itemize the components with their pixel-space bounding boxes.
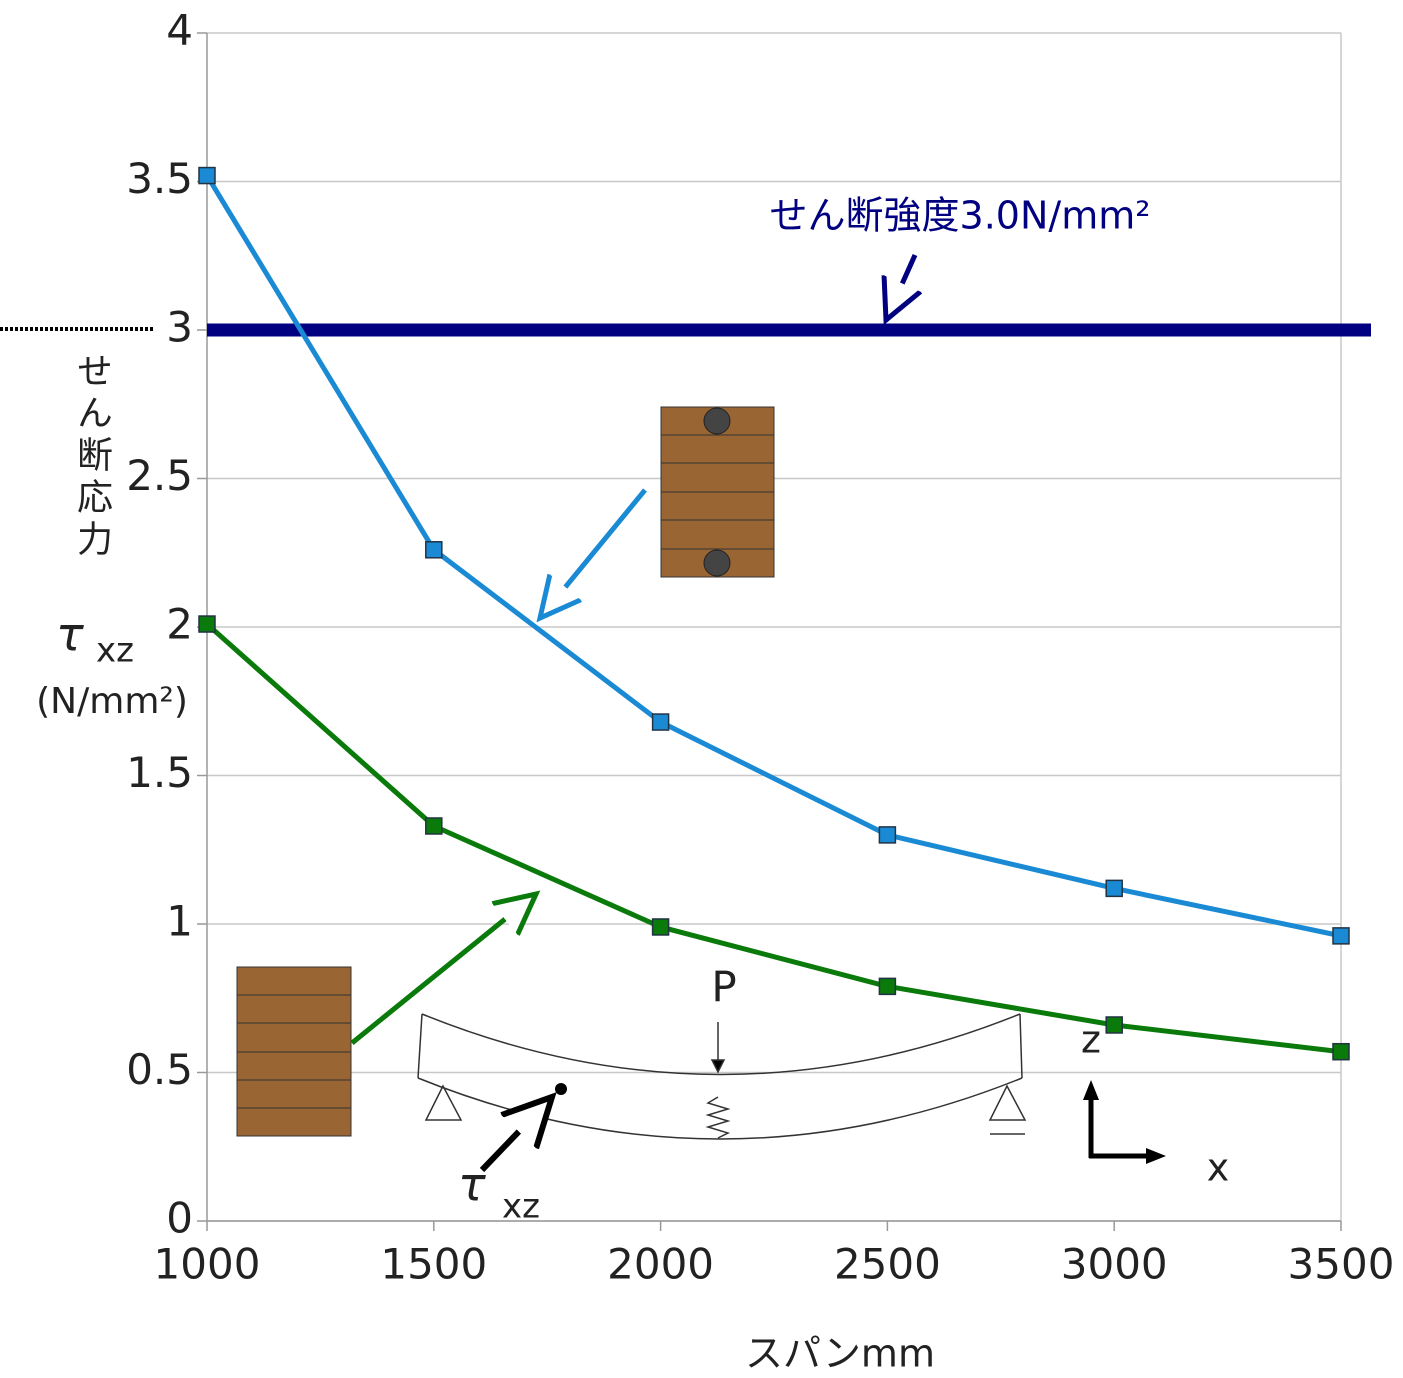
y-tick-label: 3.5 (126, 154, 193, 203)
y-tick-label: 1 (166, 897, 193, 946)
series-line (205, 622, 1342, 1055)
data-point (878, 977, 897, 996)
stress-point (555, 1083, 567, 1095)
pointer-arrow (540, 488, 647, 618)
y-tick-label: 3 (166, 303, 193, 352)
data-point (198, 166, 216, 185)
pointer-arrow (350, 894, 536, 1045)
pointer-arrow (886, 253, 915, 320)
y-axis-title: せん断応力 (71, 352, 112, 562)
x-tick-label: 2500 (834, 1240, 941, 1289)
data-point (1332, 927, 1350, 945)
y-tick-label: 2.5 (126, 451, 193, 500)
y-axis-title: xz (96, 631, 134, 671)
x-axis-title: スパンmm (745, 1332, 935, 1376)
pointer-arrow (479, 1097, 552, 1173)
data-point (651, 918, 670, 936)
y-tick-label: 2 (166, 600, 193, 649)
x-tick-label: 1500 (380, 1240, 487, 1289)
stress-label: xz (502, 1187, 540, 1227)
data-point (198, 615, 216, 633)
plot-area: 0 0.5 1 1.5 2 2.5 3 3.5 4 1000 1500 2000 2500 3000 350… (126, 6, 1394, 1289)
data-point (425, 541, 443, 559)
axis-label: z (1081, 1018, 1101, 1062)
axis-label: x (1207, 1146, 1230, 1190)
load-label: P (711, 963, 736, 1012)
reference-label: せん断強度3.0N/mm² (770, 194, 1151, 238)
series-line (204, 174, 1342, 939)
y-tick-label: 4 (166, 6, 193, 55)
y-tick-label: 0.5 (126, 1045, 193, 1094)
data-point (1105, 1016, 1123, 1034)
data-point (878, 826, 897, 844)
x-tick-label: 3000 (1061, 1240, 1168, 1289)
data-point (425, 817, 443, 835)
y-axis-title: τ (56, 608, 84, 662)
x-tick-label: 3500 (1288, 1240, 1395, 1289)
stress-label: τ (458, 1158, 486, 1212)
data-point (1332, 1042, 1350, 1061)
axes-icon (1083, 1080, 1166, 1164)
y-axis-title: (N/mm²) (36, 681, 188, 722)
data-point (651, 713, 670, 731)
section-plain (236, 966, 352, 1137)
y-tick-label: 1.5 (126, 748, 193, 797)
x-tick-label: 2000 (607, 1240, 714, 1289)
data-point (1105, 879, 1123, 898)
y-tick-label: 0 (166, 1194, 193, 1243)
beam-diagram (417, 1013, 1027, 1140)
section-reinforced (660, 406, 775, 578)
x-tick-label: 1000 (154, 1240, 261, 1289)
